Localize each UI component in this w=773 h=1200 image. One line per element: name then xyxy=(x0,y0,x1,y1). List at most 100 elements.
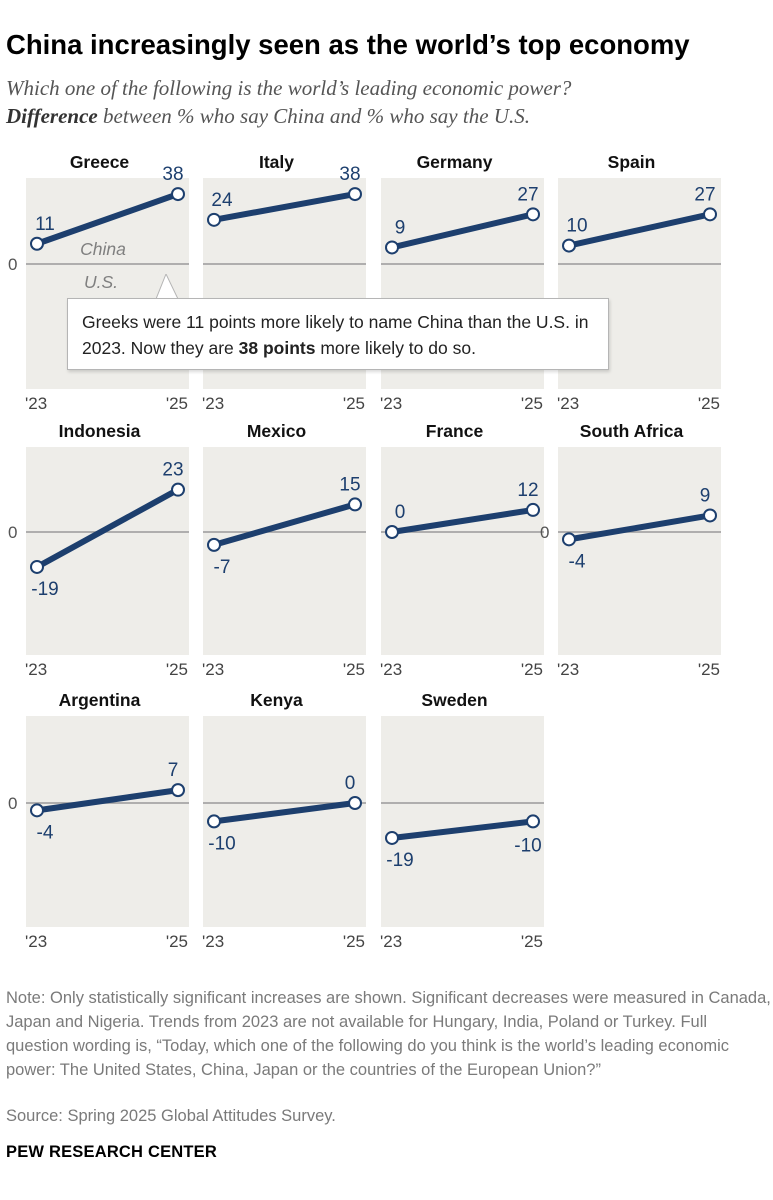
x-tick-2023: '23 xyxy=(25,394,47,413)
data-point-2025 xyxy=(348,796,362,810)
annotation-china: China xyxy=(80,239,126,259)
data-point-2023 xyxy=(385,240,399,255)
panel-background xyxy=(381,447,544,655)
series-line xyxy=(34,191,181,247)
data-point-2025 xyxy=(526,502,540,517)
data-point-2023 xyxy=(385,525,399,539)
x-tick-2023: '23 xyxy=(202,932,224,951)
data-point-2023 xyxy=(385,830,399,845)
x-tick-2025: '25 xyxy=(166,932,188,951)
x-tick-2025: '25 xyxy=(343,660,365,679)
data-point-2025 xyxy=(703,207,717,222)
panel-title: Greece xyxy=(70,152,130,172)
panel-title: Argentina xyxy=(59,690,141,710)
value-label-2023: -4 xyxy=(37,822,54,843)
data-point-2023 xyxy=(562,532,576,547)
series-line xyxy=(389,506,536,535)
value-label-2025: 38 xyxy=(162,164,183,185)
data-point-2025 xyxy=(703,508,717,523)
value-label-2025: 38 xyxy=(339,164,360,185)
x-tick-2025: '25 xyxy=(166,660,188,679)
value-label-2023: 0 xyxy=(395,502,406,523)
value-label-2025: -10 xyxy=(514,835,541,856)
subtitle-rest: between % who say China and % who say th… xyxy=(97,104,530,128)
data-point-2025 xyxy=(171,482,185,497)
value-label-2025: 0 xyxy=(345,773,356,794)
annotation-us: U.S. xyxy=(84,272,118,292)
series-line xyxy=(566,211,713,249)
x-tick-2023: '23 xyxy=(25,932,47,951)
chart-subtitle-question: Which one of the following is the world’… xyxy=(6,76,572,100)
data-point-2025 xyxy=(526,814,540,829)
panel-title: Sweden xyxy=(421,690,487,710)
x-tick-2025: '25 xyxy=(521,394,543,413)
series-line xyxy=(34,787,181,814)
panel-greece: 0 Greece 11 38 '23 '25 China U.S. xyxy=(8,152,189,413)
zero-label: 0 xyxy=(8,523,17,542)
panel-background xyxy=(26,447,189,655)
x-tick-2025: '25 xyxy=(698,394,720,413)
x-tick-2023: '23 xyxy=(380,394,402,413)
data-point-2023 xyxy=(207,537,221,552)
value-label-2023: 9 xyxy=(395,217,406,238)
value-label-2023: -19 xyxy=(386,850,413,871)
value-label-2023: 24 xyxy=(211,190,233,211)
panel-title: France xyxy=(426,421,484,441)
panel-title: Indonesia xyxy=(59,421,141,441)
series-line xyxy=(566,512,713,543)
value-label-2023: -19 xyxy=(31,579,58,600)
data-point-2023 xyxy=(30,236,44,251)
panel-background xyxy=(26,716,189,927)
x-tick-2025: '25 xyxy=(166,394,188,413)
value-label-2025: 27 xyxy=(694,184,715,205)
panel-title: Spain xyxy=(608,152,656,172)
panel-kenya: Kenya -10 0 '23 '25 xyxy=(202,690,366,951)
value-label-2025: 27 xyxy=(517,184,538,205)
panel-argentina: 0 Argentina -4 7 '23 '25 xyxy=(8,690,189,951)
chart-source: Source: Spring 2025 Global Attitudes Sur… xyxy=(6,1107,336,1125)
panel-background xyxy=(558,447,721,655)
chart-subtitle-measure: Difference between % who say China and %… xyxy=(6,102,771,130)
value-label-2023: 11 xyxy=(35,214,55,235)
zero-label: 0 xyxy=(8,255,17,274)
x-tick-2023: '23 xyxy=(25,660,47,679)
panel-background xyxy=(203,447,366,655)
value-label-2025: 9 xyxy=(700,485,711,506)
data-point-2025 xyxy=(348,497,362,512)
zero-label: 0 xyxy=(540,523,549,542)
data-point-2023 xyxy=(207,814,221,829)
value-label-2023: -4 xyxy=(569,551,586,572)
panel-italy: Italy 24 38 '23 '25 xyxy=(202,152,366,413)
panel-title: Kenya xyxy=(250,690,303,710)
series-line xyxy=(389,211,536,251)
panel-germany: Germany 9 27 '23 '25 xyxy=(380,152,544,413)
value-label-2025: 15 xyxy=(339,474,360,495)
series-line xyxy=(211,800,358,825)
value-label-2025: 12 xyxy=(517,480,538,501)
subtitle-bold-word: Difference xyxy=(6,104,98,128)
panel-france: France 0 12 '23 '25 xyxy=(380,421,544,679)
data-point-2025 xyxy=(171,187,185,202)
chart-note: Note: Only statistically significant inc… xyxy=(6,989,771,1079)
x-tick-2025: '25 xyxy=(343,394,365,413)
data-point-2025 xyxy=(348,187,362,202)
x-tick-2023: '23 xyxy=(380,932,402,951)
series-line xyxy=(211,501,358,548)
panel-sweden: Sweden -19 -10 '23 '25 xyxy=(380,690,544,951)
data-point-2023 xyxy=(30,559,44,574)
value-label-2025: 7 xyxy=(168,760,179,781)
panel-title: Italy xyxy=(259,152,294,172)
data-point-2023 xyxy=(207,212,221,227)
value-label-2025: 23 xyxy=(162,460,183,481)
data-point-2025 xyxy=(171,783,185,798)
series-line xyxy=(211,191,358,223)
value-label-2023: -10 xyxy=(208,833,235,854)
panel-title: Germany xyxy=(417,152,493,172)
small-multiples-grid: 0 Greece 11 38 '23 '25 China U.S. Italy 24 38 '23 '2… xyxy=(8,152,721,951)
x-tick-2023: '23 xyxy=(557,660,579,679)
chart-title: China increasingly seen as the world’s t… xyxy=(6,29,690,60)
value-label-2023: -7 xyxy=(214,557,231,578)
data-point-2025 xyxy=(526,207,540,222)
data-point-2023 xyxy=(562,238,576,253)
series-line xyxy=(389,818,536,841)
